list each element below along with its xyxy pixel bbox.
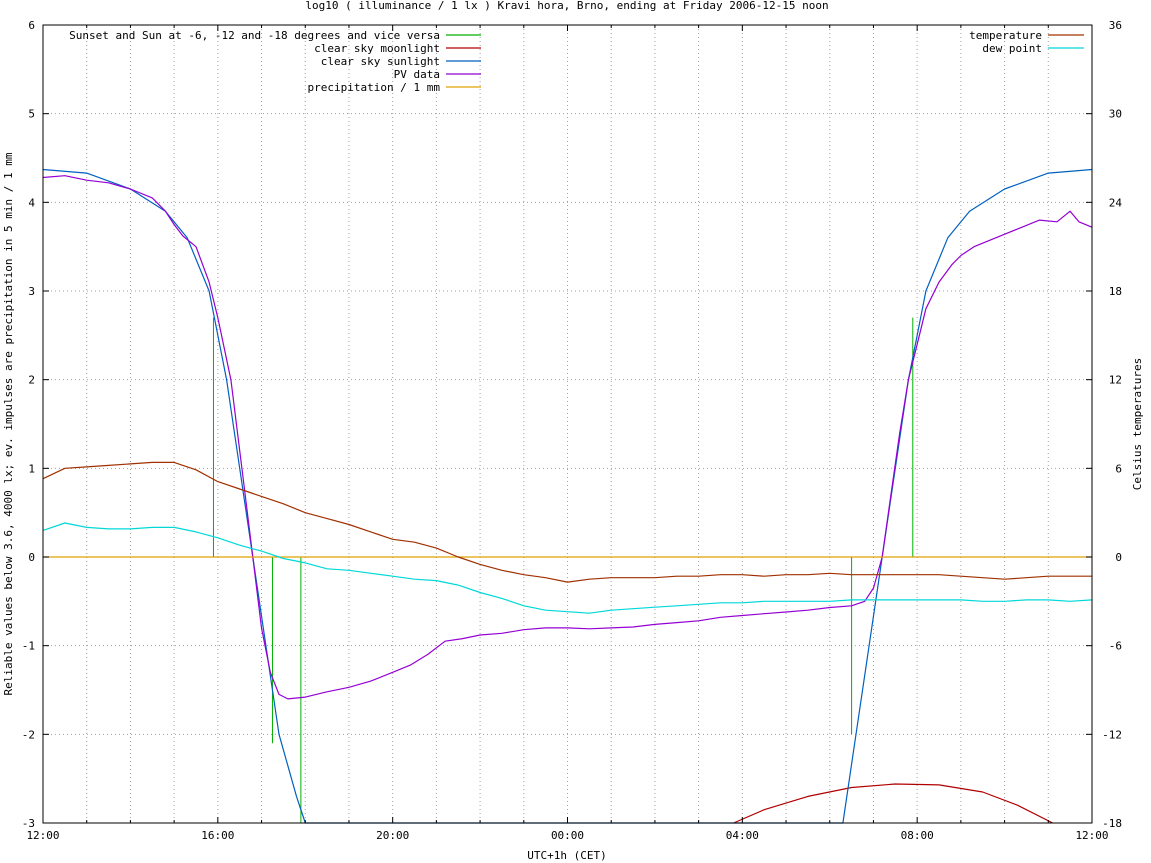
chart-title: log10 ( illuminance / 1 lx ) Kravi hora,… bbox=[305, 0, 828, 12]
series-line-temperature bbox=[42, 461, 1092, 583]
series-line-pv-data bbox=[42, 175, 1093, 700]
y-axis-label: Reliable values below 3.6, 4000 lx; ev. … bbox=[2, 152, 15, 695]
y-tick-label: 6 bbox=[28, 19, 35, 32]
y2-tick-label: 6 bbox=[1115, 462, 1122, 475]
grid bbox=[43, 25, 1092, 823]
y2-tick-label: 12 bbox=[1109, 374, 1122, 387]
x-tick-label: 16:00 bbox=[201, 829, 234, 842]
x-tick-label: 08:00 bbox=[901, 829, 934, 842]
y2-tick-label: 0 bbox=[1115, 551, 1122, 564]
x-axis-label: UTC+1h (CET) bbox=[527, 849, 606, 862]
y2-tick-label: 36 bbox=[1109, 19, 1122, 32]
y2-tick-label: -18 bbox=[1102, 817, 1122, 830]
legend-label: clear sky moonlight bbox=[314, 42, 440, 55]
legend-label: temperature bbox=[969, 29, 1042, 42]
y-tick-label: 0 bbox=[28, 551, 35, 564]
series-line-dew-point bbox=[42, 522, 1093, 614]
x-tick-label: 04:00 bbox=[726, 829, 759, 842]
y2-tick-label: 24 bbox=[1109, 196, 1123, 209]
y2-tick-label: -12 bbox=[1102, 728, 1122, 741]
x-tick-label: 12:00 bbox=[26, 829, 59, 842]
legend-label: dew point bbox=[982, 42, 1042, 55]
y-tick-label: -1 bbox=[22, 640, 35, 653]
y-tick-label: 4 bbox=[28, 196, 35, 209]
x-tick-label: 12:00 bbox=[1075, 829, 1108, 842]
legend-label: precipitation / 1 mm bbox=[308, 81, 441, 94]
y-tick-label: 2 bbox=[28, 374, 35, 387]
x-tick-label: 20:00 bbox=[376, 829, 409, 842]
legend-label: Sunset and Sun at -6, -12 and -18 degree… bbox=[69, 29, 440, 42]
y2-axis-label: Celsius temperatures bbox=[1131, 358, 1144, 490]
series-line-clear-sky-moonlight bbox=[733, 783, 1053, 824]
y-tick-label: -2 bbox=[22, 728, 35, 741]
y-tick-label: 3 bbox=[28, 285, 35, 298]
legend-left: Sunset and Sun at -6, -12 and -18 degree… bbox=[69, 29, 481, 94]
y2-tick-label: 30 bbox=[1109, 108, 1122, 121]
ticks: 12:00 16:00 20:00 00:00 04:00 08:00 12:00-3-2-… bbox=[22, 19, 1123, 842]
legend-label: clear sky sunlight bbox=[321, 55, 440, 68]
y2-tick-label: -6 bbox=[1109, 640, 1122, 653]
y-tick-label: -3 bbox=[22, 817, 35, 830]
x-tick-label: 00:00 bbox=[551, 829, 584, 842]
y2-tick-label: 18 bbox=[1109, 285, 1122, 298]
legend-label: PV data bbox=[394, 68, 440, 81]
y-tick-label: 5 bbox=[28, 108, 35, 121]
y-tick-label: 1 bbox=[28, 462, 35, 475]
